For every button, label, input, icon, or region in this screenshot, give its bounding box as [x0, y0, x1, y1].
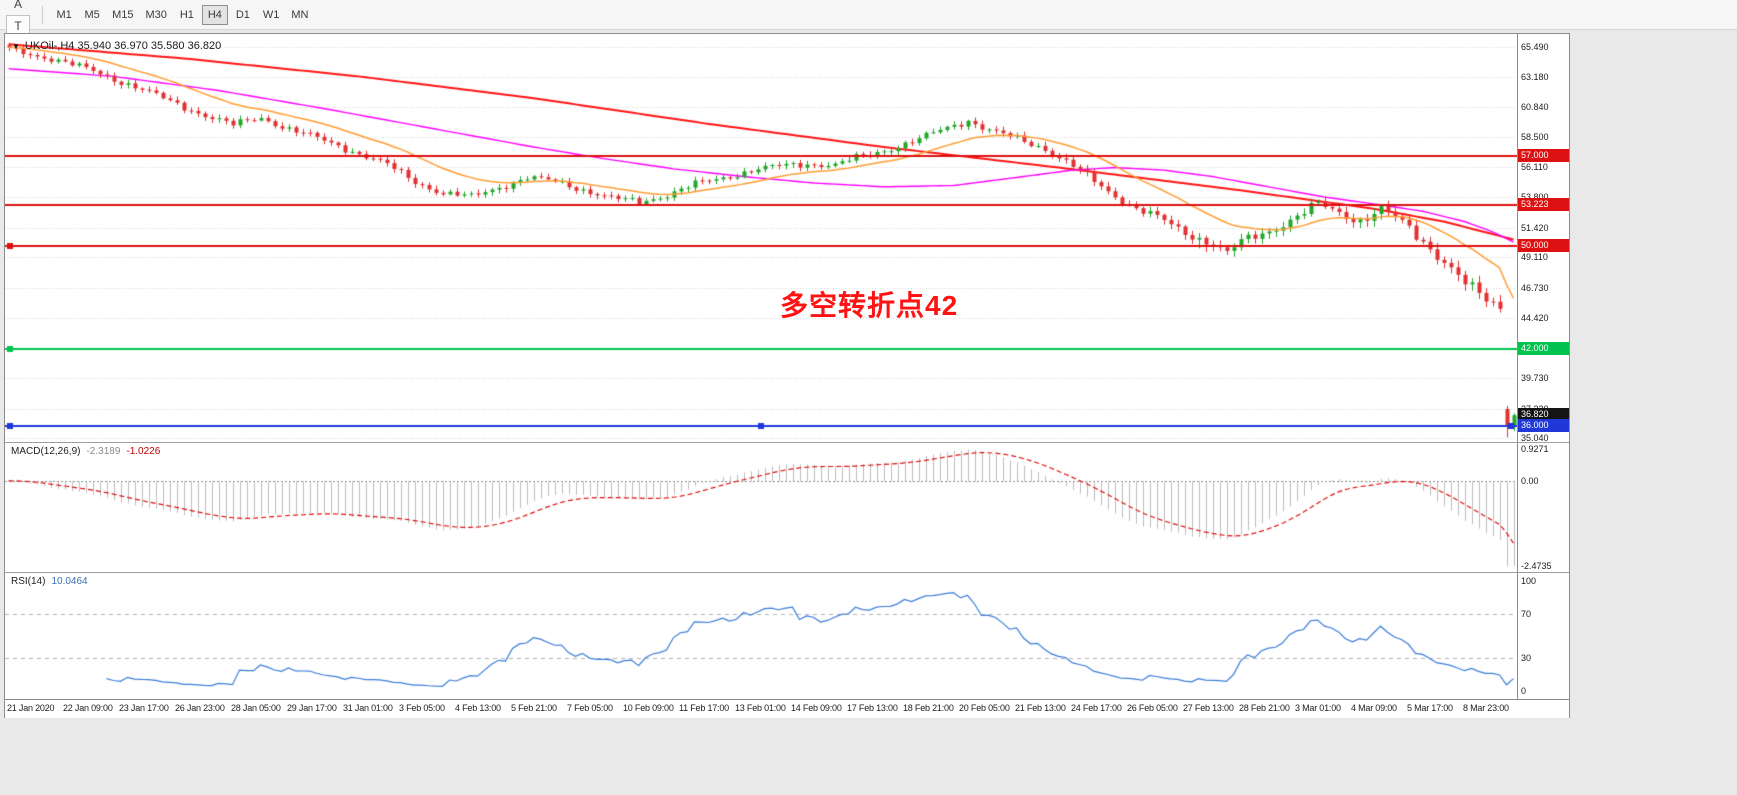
timeframe-button-w1[interactable]: W1 — [258, 5, 285, 25]
time-axis-label: 11 Feb 17:00 — [679, 703, 729, 713]
chart-annotation: 多空转折点42 — [780, 290, 959, 321]
rsi-axis-label: 0 — [1521, 686, 1527, 696]
price-axis-label: 60.840 — [1521, 101, 1549, 112]
price-badge: 57.000 — [1518, 149, 1569, 162]
time-axis-label: 28 Jan 05:00 — [231, 703, 281, 713]
rsi-axis-label: 70 — [1521, 609, 1532, 619]
price-axis-label: 63.180 — [1521, 71, 1549, 82]
time-axis-label: 17 Feb 13:00 — [847, 703, 898, 713]
time-axis-label: 8 Mar 23:00 — [1463, 703, 1509, 713]
panel-separator[interactable] — [5, 442, 1569, 443]
macd-panel[interactable]: MACD(12,26,9) -2.3189 -1.0226 0.9271 0.00… — [5, 443, 1569, 572]
time-axis-label: 21 Jan 2020 — [7, 703, 55, 713]
price-badge: 36.000 — [1518, 418, 1569, 432]
price-axis-label: 39.730 — [1521, 372, 1549, 383]
timeframe-button-mn[interactable]: MN — [286, 5, 313, 25]
font-label-button-icon: A — [13, 0, 22, 11]
toolbar-separator — [42, 5, 44, 24]
macd-axis-label: 0.9271 — [1521, 444, 1549, 454]
chart-title: ▼ UKOil-,H4 35.940 36.970 35.580 36.820 — [12, 40, 221, 52]
price-axis-label: 58.500 — [1521, 131, 1549, 142]
time-axis-label: 27 Feb 13:00 — [1183, 703, 1234, 713]
price-axis-label: 53.800 — [1521, 191, 1549, 203]
timeframe-button-m30[interactable]: M30 — [140, 5, 171, 25]
font-label-button[interactable]: A — [6, 0, 30, 15]
timeframe-toolbar: M1 M5 M15 M30 H1 H4 D1 W1 MN — [50, 4, 314, 25]
price-axis-label: 35.040 — [1521, 433, 1549, 442]
time-axis-label: 26 Feb 05:00 — [1127, 703, 1178, 713]
time-axis-label: 22 Jan 09:00 — [63, 703, 113, 713]
macd-value-main: -2.3189 — [86, 446, 121, 457]
time-axis-label: 26 Jan 23:00 — [175, 703, 225, 713]
price-axis-label: 65.490 — [1521, 41, 1549, 52]
rsi-name: RSI(14) — [11, 576, 46, 587]
time-axis-label: 18 Feb 21:00 — [903, 703, 954, 713]
macd-axis-label: 0.00 — [1521, 475, 1539, 486]
timeframe-button-h1[interactable]: H1 — [174, 5, 200, 25]
rsi-panel[interactable]: RSI(14) 10.0464 100 70 30 0 — [5, 573, 1569, 699]
time-axis-label: 4 Feb 13:00 — [455, 703, 501, 713]
time-axis-label: 5 Mar 17:00 — [1407, 703, 1453, 713]
timeframe-button-h4[interactable]: H4 — [201, 4, 228, 25]
text-tool-button-icon: T — [14, 18, 22, 33]
rsi-axis[interactable]: 100 70 30 0 — [1517, 573, 1569, 699]
time-axis-label: 3 Mar 01:00 — [1295, 703, 1341, 713]
macd-name: MACD(12,26,9) — [11, 446, 81, 457]
time-axis-label: 31 Jan 01:00 — [343, 703, 393, 713]
chart-symbol-ohlc: UKOil-,H4 35.940 36.970 35.580 36.820 — [24, 40, 222, 52]
time-axis-label: 5 Feb 21:00 — [511, 703, 557, 713]
time-axis-label: 23 Jan 17:00 — [119, 703, 169, 713]
price-chart-canvas[interactable] — [5, 34, 1517, 442]
price-badge: 50.000 — [1518, 238, 1569, 252]
rsi-canvas[interactable] — [5, 573, 1517, 699]
macd-label: MACD(12,26,9) -2.3189 -1.0226 — [11, 446, 160, 457]
timeframe-button-m15[interactable]: M15 — [107, 5, 138, 25]
time-axis-label: 13 Feb 01:00 — [735, 703, 786, 713]
time-axis-label: 3 Feb 05:00 — [399, 703, 445, 713]
time-axis-label: 24 Feb 17:00 — [1071, 703, 1122, 713]
chart-window: ▼ UKOil-,H4 35.940 36.970 35.580 36.820 … — [4, 33, 1570, 718]
rsi-label: RSI(14) 10.0464 — [11, 576, 88, 587]
price-axis-label: 56.110 — [1521, 162, 1548, 173]
macd-axis-label: -2.4735 — [1521, 561, 1552, 571]
time-axis-label: 21 Feb 13:00 — [1015, 703, 1066, 713]
ohlc-collapse-icon[interactable]: ▼ — [12, 41, 20, 51]
time-axis-label: 20 Feb 05:00 — [959, 703, 1010, 713]
time-axis[interactable]: 21 Jan 2020 22 Jan 09:00 23 Jan 17:00 26 Ja… — [5, 699, 1569, 718]
time-axis-label: 10 Feb 09:00 — [623, 703, 674, 713]
price-badge: 53.223 — [1518, 197, 1569, 211]
time-axis-label: 7 Feb 05:00 — [567, 703, 613, 713]
time-axis-label: 28 Feb 21:00 — [1239, 703, 1290, 713]
price-axis-label: 46.730 — [1521, 282, 1549, 293]
price-axis[interactable]: 65.490 63.180 60.840 58.500 56.110 53.800 51.4… — [1517, 34, 1569, 442]
panel-separator[interactable] — [5, 572, 1569, 573]
timeframe-button-m1[interactable]: M1 — [51, 5, 77, 25]
price-axis-label: 44.420 — [1521, 312, 1549, 323]
price-axis-label: 49.110 — [1521, 252, 1548, 263]
rsi-axis-label: 30 — [1521, 653, 1532, 663]
time-axis-label: 14 Feb 09:00 — [791, 703, 842, 713]
timeframe-button-d1[interactable]: D1 — [230, 5, 256, 25]
macd-axis[interactable]: 0.9271 0.00 -2.4735 — [1517, 443, 1569, 572]
price-axis-label: 51.420 — [1521, 222, 1549, 233]
timeframe-button-m5[interactable]: M5 — [79, 5, 105, 25]
rsi-value: 10.0464 — [51, 576, 88, 587]
main-chart-panel[interactable]: ▼ UKOil-,H4 35.940 36.970 35.580 36.820 … — [5, 34, 1569, 442]
price-badge: 42.000 — [1518, 341, 1569, 355]
time-axis-label: 29 Jan 17:00 — [287, 703, 337, 713]
macd-canvas[interactable] — [5, 443, 1517, 572]
macd-value-signal: -1.0226 — [126, 446, 161, 457]
rsi-axis-label: 100 — [1521, 576, 1537, 586]
price-badge: 36.820 — [1518, 408, 1569, 422]
time-axis-label: 4 Mar 09:00 — [1351, 703, 1397, 713]
